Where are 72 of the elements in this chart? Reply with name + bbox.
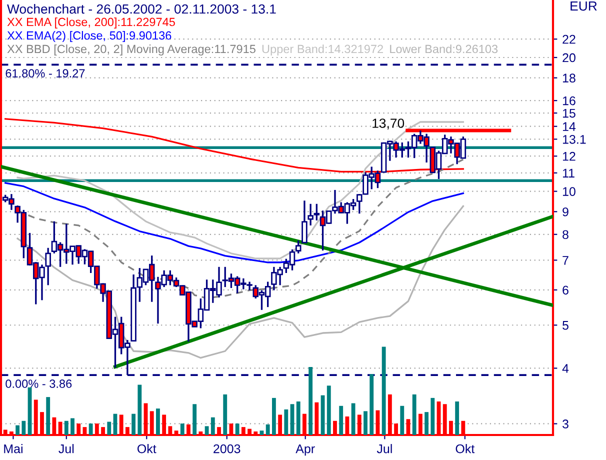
- bar: [88, 424, 93, 435]
- bar: [138, 384, 142, 435]
- y-tick-label: 8: [562, 230, 568, 240]
- y-tick-label: 7: [562, 256, 568, 265]
- y-tick-label: 4: [562, 364, 569, 373]
- bar: [180, 424, 184, 435]
- bar: [382, 346, 386, 435]
- bar: [339, 406, 344, 435]
- y-tick-label: 3: [562, 420, 568, 428]
- bar: [400, 406, 404, 435]
- bar: [296, 401, 300, 435]
- x-tick-label: 2003: [214, 444, 240, 454]
- x-tick-label: Okt: [456, 444, 475, 454]
- bar: [22, 420, 26, 435]
- bar: [16, 425, 20, 435]
- bar: [107, 422, 112, 435]
- y-tick-label: 12: [562, 152, 576, 161]
- y-tick-label: 13.1: [562, 134, 586, 144]
- x-tick-label: Apr: [296, 444, 315, 456]
- bar: [430, 398, 435, 435]
- bar: [424, 412, 429, 435]
- bar: [455, 401, 460, 435]
- bar: [192, 404, 197, 435]
- y-tick-label: 22: [562, 34, 576, 44]
- candlestick: [295, 240, 302, 254]
- bar: [260, 430, 264, 435]
- bar: [210, 417, 215, 435]
- bar: [70, 418, 74, 435]
- line-series: [4, 182, 464, 264]
- text: Upper Band:14.321972: [262, 44, 383, 56]
- x-tick-label: Mai: [4, 444, 22, 454]
- x-tick-label: Jul: [376, 444, 392, 454]
- bar: [370, 374, 374, 435]
- y-tick-label: 11: [562, 168, 574, 178]
- bar: [284, 409, 288, 435]
- y-tick-label: 9: [562, 207, 568, 216]
- bar: [156, 408, 160, 435]
- bar: [46, 397, 50, 435]
- x-tick-label: Okt: [138, 444, 156, 454]
- line-series: [16, 205, 464, 359]
- text: XX EMA(2) [Close, 50]:9.90136: [7, 31, 172, 42]
- bar: [132, 414, 136, 435]
- candlestick: [45, 247, 51, 286]
- bar: [351, 403, 356, 435]
- y-tick-label: 20: [562, 53, 576, 62]
- candlestick: [302, 200, 308, 244]
- bar: [266, 424, 270, 435]
- y-tick-label: 14: [562, 122, 576, 131]
- text: XX EMA [Close, 200]:11.229745: [7, 18, 175, 29]
- annotation: 13,70: [372, 118, 404, 130]
- bar: [64, 420, 68, 435]
- bar: [364, 411, 368, 435]
- y-tick-label: 18: [562, 74, 576, 82]
- x-tick-label: Jul: [58, 444, 74, 454]
- y-tick-label: 5: [562, 321, 568, 330]
- bar: [223, 394, 228, 435]
- text: Lower Band:9.26103: [390, 44, 498, 54]
- y-axis-title: EUR: [570, 1, 597, 11]
- bar: [235, 424, 240, 435]
- bar: [326, 386, 331, 435]
- bar: [412, 394, 416, 435]
- bar: [308, 367, 313, 435]
- y-tick-label: 15: [562, 108, 576, 118]
- y-tick-label: 6: [562, 286, 568, 295]
- y-tick-label: 10: [562, 187, 576, 196]
- annotation: 0.00% - 3.86: [6, 380, 72, 388]
- bar: [204, 426, 209, 435]
- annotation: 61.80% - 19.27: [6, 69, 85, 78]
- chart-title: Wochenchart - 26.05.2002 - 02.11.2003 - 13.1: [7, 4, 276, 14]
- y-tick-label: 16: [562, 96, 576, 106]
- bar: [272, 398, 276, 435]
- text: XX BBD [Close, 20, 2] Moving Average:11.7915: [7, 44, 256, 56]
